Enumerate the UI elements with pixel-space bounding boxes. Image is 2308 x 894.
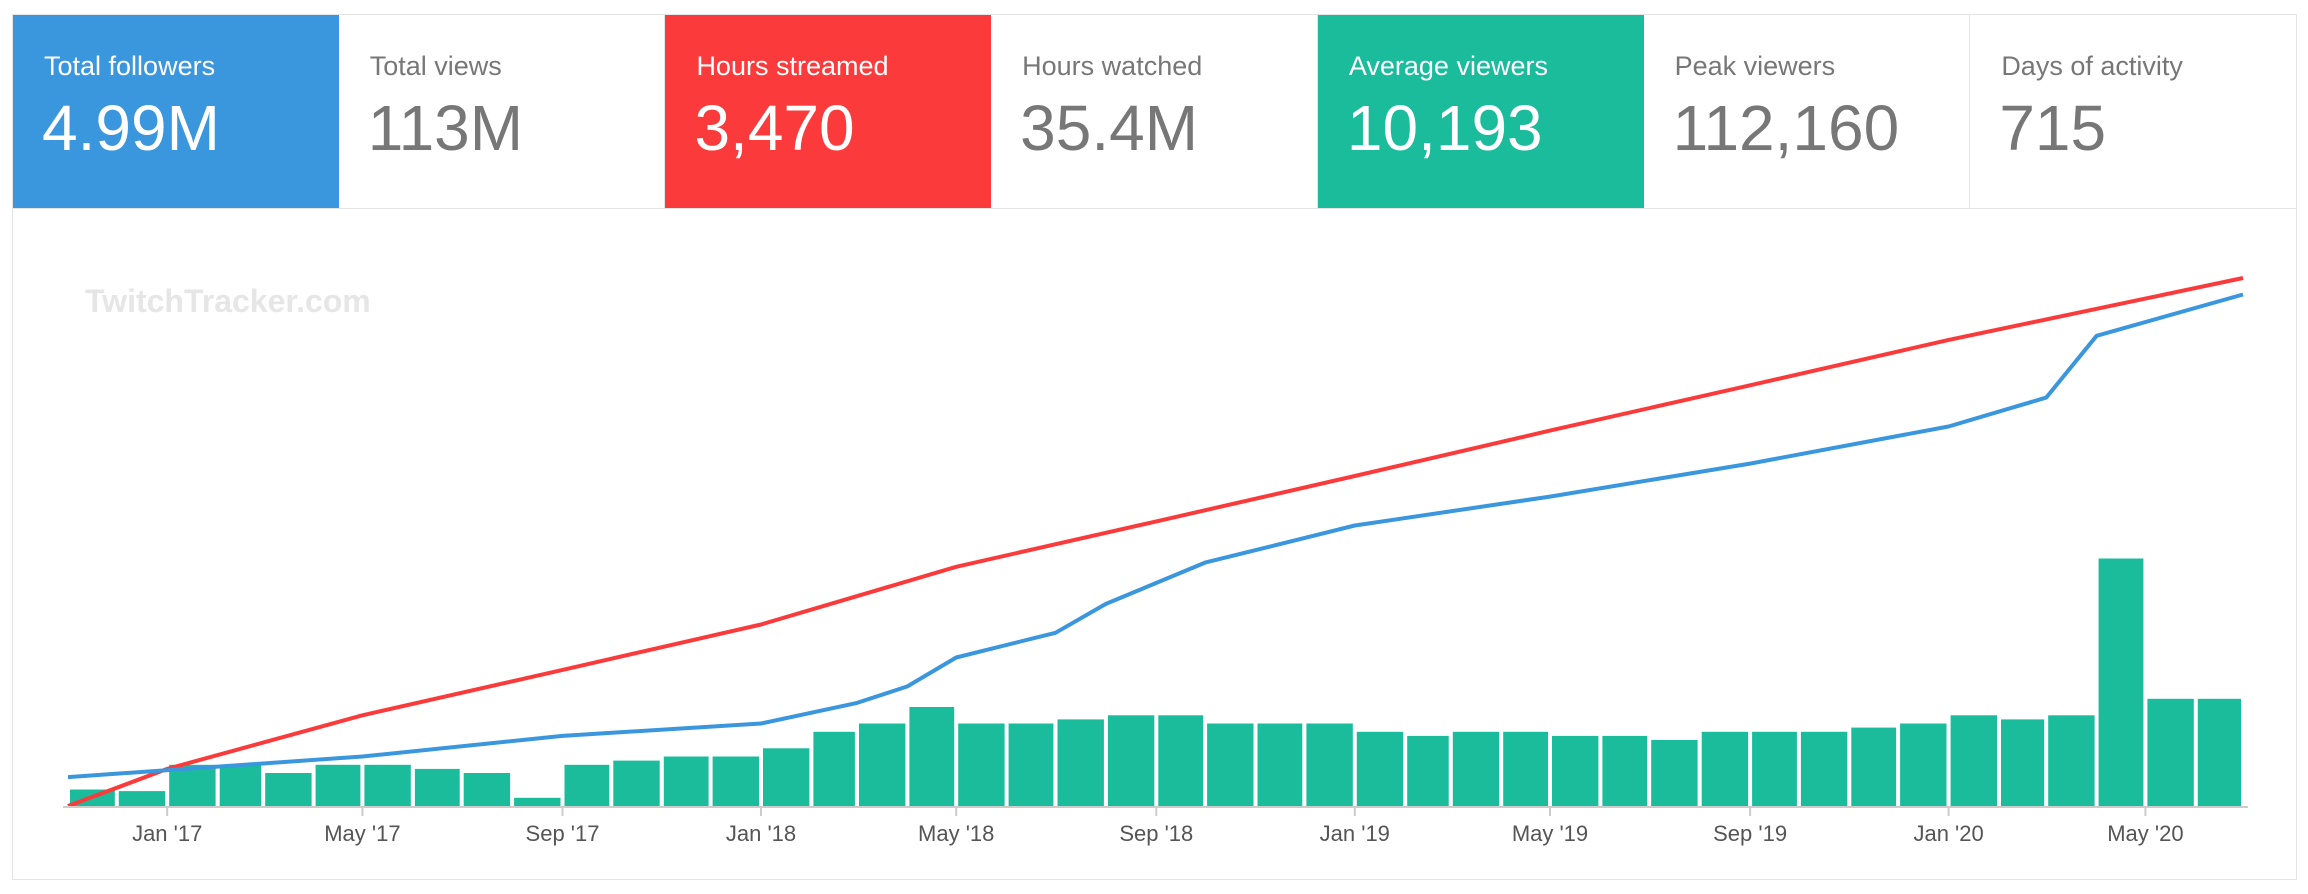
stat-value: 35.4M: [1020, 92, 1199, 164]
activity-bar: [1701, 731, 1749, 807]
watermark-text: TwitchTracker.com: [85, 283, 371, 319]
activity-bar: [2197, 698, 2241, 807]
activity-bar: [1950, 715, 1997, 807]
stat-label: Peak viewers: [1674, 51, 1836, 81]
activity-bar: [1306, 723, 1353, 806]
activity-bar: [414, 768, 460, 806]
activity-bar: [763, 748, 810, 807]
lines-layer: [67, 276, 2244, 808]
activity-bar: [1851, 727, 1897, 806]
x-tick-label: May '17: [324, 821, 400, 846]
activity-bar: [663, 756, 709, 806]
stat-value: 113M: [367, 92, 524, 164]
stat-value: 3,470: [694, 92, 855, 164]
x-tick-label: May '18: [918, 821, 994, 846]
activity-bar: [1407, 735, 1449, 806]
activity-bar: [2048, 715, 2095, 807]
activity-bar: [1503, 731, 1548, 807]
x-tick-label: Sep '17: [526, 821, 600, 846]
x-tick-label: May '20: [2107, 821, 2183, 846]
activity-bar: [463, 773, 511, 806]
stat-average-viewers[interactable]: Average viewers 10,193: [1317, 15, 1644, 208]
stats-row: Total followers 4.99M Total views 113M H…: [13, 15, 2296, 209]
activity-bar: [909, 707, 955, 806]
activity-bar: [2098, 558, 2144, 806]
x-tick-label: Jan '20: [1913, 821, 1983, 846]
blue-trend-line: [67, 292, 2244, 780]
activity-bar: [1651, 740, 1698, 806]
stat-days-of-activity[interactable]: Days of activity 715: [1970, 15, 2296, 208]
activity-bar: [1356, 731, 1404, 807]
x-tick-label: Jan '17: [132, 821, 202, 846]
activity-bar: [2001, 719, 2045, 806]
activity-bar: [1602, 735, 1648, 806]
activity-bar: [958, 723, 1005, 806]
activity-bar: [169, 764, 216, 807]
stat-value: 112,160: [1672, 92, 1900, 164]
stat-label: Average viewers: [1348, 51, 1548, 81]
activity-bar: [118, 791, 166, 806]
stat-total-views[interactable]: Total views 113M: [339, 15, 666, 208]
stat-label: Total views: [369, 51, 502, 81]
x-tick-label: Jan '18: [726, 821, 796, 846]
stat-value: 10,193: [1346, 92, 1543, 164]
x-tick-label: Sep '19: [1713, 821, 1787, 846]
activity-chart-svg: TwitchTracker.com Jan '17 May '17 Sep '17 J…: [63, 276, 2248, 846]
activity-bar: [712, 756, 759, 806]
activity-bar: [859, 723, 906, 806]
stat-label: Total followers: [44, 51, 216, 81]
stat-value: 4.99M: [42, 92, 220, 164]
stat-peak-viewers[interactable]: Peak viewers 112,160: [1644, 15, 1971, 208]
activity-bar: [265, 773, 312, 806]
activity-bar: [564, 764, 610, 807]
stat-value: 715: [1999, 92, 2107, 164]
activity-bar: [1752, 731, 1797, 807]
x-tick-label: May '19: [1512, 821, 1588, 846]
activity-bar: [813, 731, 855, 807]
activity-bar: [219, 764, 262, 807]
channel-summary-card: Total followers 4.99M Total views 113M H…: [12, 14, 2297, 880]
x-tick-label: Jan '19: [1320, 821, 1390, 846]
stat-hours-streamed[interactable]: Hours streamed 3,470: [665, 15, 992, 208]
activity-bar: [1900, 723, 1947, 806]
activity-bar: [613, 760, 660, 806]
activity-bar: [1552, 735, 1599, 806]
activity-bar: [2147, 698, 2194, 807]
activity-bar: [1452, 731, 1500, 807]
activity-bar: [1207, 723, 1254, 806]
stat-hours-watched[interactable]: Hours watched 35.4M: [991, 15, 1318, 208]
stat-total-followers[interactable]: Total followers 4.99M: [13, 15, 339, 208]
activity-bar: [1158, 715, 1204, 807]
x-ticks-layer: Jan '17 May '17 Sep '17 Jan '18 May '18 Sep '…: [132, 807, 2184, 846]
stat-label: Days of activity: [2001, 51, 2183, 81]
activity-chart: TwitchTracker.com Jan '17 May '17 Sep '17 J…: [13, 208, 2296, 879]
x-tick-label: Sep '18: [1119, 821, 1193, 846]
bars-layer: [70, 558, 2241, 807]
activity-bar: [514, 797, 561, 807]
activity-bar: [1257, 723, 1303, 806]
activity-bar: [315, 764, 361, 807]
stat-label: Hours streamed: [696, 51, 889, 81]
activity-bar: [364, 764, 411, 807]
activity-bar: [1057, 719, 1104, 806]
activity-bar: [1107, 715, 1155, 807]
activity-bar: [1800, 731, 1848, 807]
stat-label: Hours watched: [1022, 51, 1203, 81]
activity-bar: [1008, 723, 1054, 806]
red-trend-line: [67, 276, 2244, 808]
